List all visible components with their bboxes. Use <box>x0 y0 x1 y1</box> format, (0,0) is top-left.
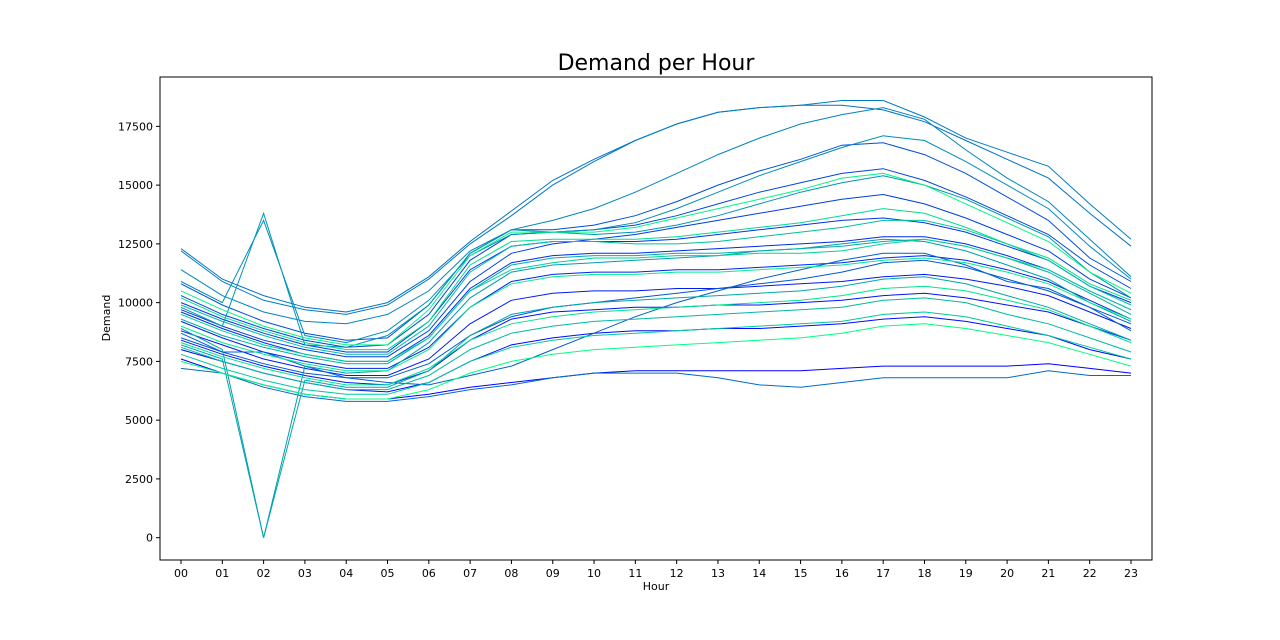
x-tick-label: 06 <box>422 567 436 580</box>
series-line <box>180 107 1132 325</box>
y-tick-label: 0 <box>146 532 153 545</box>
x-tick-label: 20 <box>1000 567 1014 580</box>
x-axis-title: Hour <box>643 580 670 593</box>
series-line <box>180 238 1132 362</box>
series-line <box>180 193 1132 358</box>
series-line <box>180 367 1131 402</box>
series-line <box>180 135 1132 344</box>
series-line <box>180 292 1132 386</box>
y-axis: 0 2500 5000 7500 10000 12500 15000 17500 <box>118 120 160 545</box>
series-line <box>180 276 1132 538</box>
series-line <box>180 285 1132 386</box>
y-tick-label: 15000 <box>118 179 153 192</box>
y-tick-label: 5000 <box>125 414 153 427</box>
series-line <box>180 311 1132 395</box>
x-tick-label: 15 <box>794 567 808 580</box>
y-tick-label: 10000 <box>118 297 153 310</box>
x-tick-label: 11 <box>628 567 642 580</box>
x-tick-label: 07 <box>463 567 477 580</box>
x-tick-label: 13 <box>711 567 725 580</box>
series-line <box>180 323 1132 400</box>
y-tick-label: 7500 <box>125 355 153 368</box>
chart-title: Demand per Hour <box>558 51 756 76</box>
plot-frame <box>159 76 1153 561</box>
x-tick-label: 22 <box>1083 567 1097 580</box>
series-line <box>180 252 1132 386</box>
series-line <box>180 273 1132 376</box>
x-tick-label: 18 <box>917 567 931 580</box>
y-tick-label: 2500 <box>125 473 153 486</box>
x-tick-label: 19 <box>959 567 973 580</box>
series-line <box>180 217 1132 353</box>
series-line <box>180 255 1132 369</box>
x-tick-label: 01 <box>215 567 229 580</box>
x-axis: 00 01 02 03 04 05 06 07 08 09 10 11 12 13 14 15 16 17 18 19… <box>174 560 1138 580</box>
x-tick-label: 21 <box>1041 567 1055 580</box>
series-line <box>180 257 1132 372</box>
series-line <box>180 100 1132 315</box>
x-tick-label: 17 <box>876 567 890 580</box>
series-line <box>180 172 1132 346</box>
x-tick-label: 00 <box>174 567 188 580</box>
x-tick-label: 12 <box>670 567 684 580</box>
series-line <box>180 168 1132 348</box>
series-line <box>180 297 1132 391</box>
x-tick-label: 14 <box>752 567 766 580</box>
y-axis-title: Demand <box>100 295 113 342</box>
y-tick-label: 12500 <box>118 238 153 251</box>
series-line <box>180 238 1132 538</box>
series-line <box>180 142 1132 341</box>
y-tick-label: 17500 <box>118 120 153 133</box>
series-lines <box>180 100 1132 538</box>
x-tick-label: 16 <box>835 567 849 580</box>
series-line <box>180 175 1132 348</box>
series-line <box>180 259 1132 379</box>
x-tick-label: 08 <box>504 567 518 580</box>
series-line <box>180 219 1132 355</box>
x-tick-label: 10 <box>587 567 601 580</box>
series-line <box>180 208 1132 351</box>
x-tick-label: 05 <box>381 567 395 580</box>
x-tick-label: 23 <box>1124 567 1138 580</box>
x-tick-label: 09 <box>546 567 560 580</box>
x-tick-label: 04 <box>339 567 353 580</box>
x-tick-label: 02 <box>257 567 271 580</box>
x-tick-label: 03 <box>298 567 312 580</box>
